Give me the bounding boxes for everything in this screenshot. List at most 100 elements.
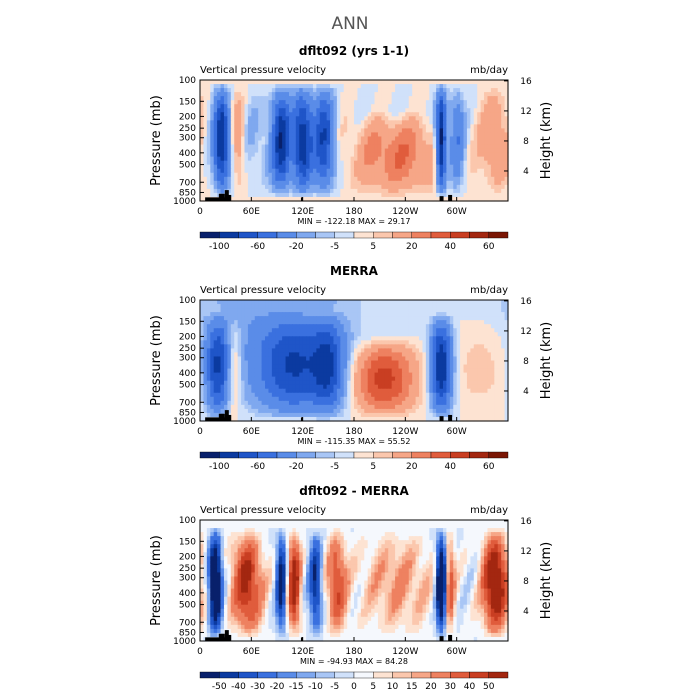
field-cell	[227, 324, 232, 329]
field-cell	[477, 320, 482, 325]
field-cell	[312, 128, 317, 134]
field-cell	[213, 108, 218, 113]
field-cell	[357, 92, 362, 97]
field-cell	[234, 360, 239, 366]
field-cell	[360, 312, 365, 317]
field-cell	[326, 372, 331, 378]
field-cell	[285, 112, 290, 117]
field-cell	[237, 360, 242, 366]
field-cell	[473, 192, 478, 198]
field-cell	[254, 152, 259, 158]
field-cell	[419, 172, 424, 178]
field-cell	[220, 356, 225, 362]
field-cell	[340, 84, 345, 89]
field-cell	[412, 196, 417, 202]
field-cell	[227, 128, 232, 134]
field-cell	[391, 376, 396, 382]
field-cell	[220, 84, 225, 89]
field-cell	[350, 308, 355, 313]
field-cell	[354, 80, 359, 85]
field-cell	[285, 116, 290, 121]
field-cell	[258, 304, 263, 309]
field-cell	[504, 376, 509, 382]
field-cell	[213, 368, 218, 374]
field-cell	[504, 148, 509, 154]
field-cell	[213, 324, 218, 329]
field-cell	[460, 112, 465, 117]
field-cell	[484, 304, 489, 309]
field-cell	[251, 396, 256, 402]
field-cell	[230, 304, 235, 309]
field-cell	[210, 308, 215, 313]
field-cell	[275, 344, 280, 349]
field-cell	[237, 88, 242, 93]
field-cell	[234, 392, 239, 398]
field-cell	[319, 196, 324, 202]
field-cell	[244, 396, 249, 402]
field-cell	[261, 348, 266, 354]
field-cell	[217, 324, 222, 329]
field-cell	[285, 188, 290, 194]
field-cell	[213, 128, 218, 134]
field-cell	[258, 196, 263, 202]
field-cell	[384, 348, 389, 354]
field-cell	[316, 84, 321, 89]
field-cell	[371, 144, 376, 150]
field-cell	[299, 80, 304, 85]
field-cell	[425, 144, 430, 150]
field-cell	[340, 152, 345, 158]
field-cell	[210, 104, 215, 109]
field-cell	[449, 344, 454, 349]
field-cell	[484, 372, 489, 378]
field-cell	[254, 116, 259, 121]
field-cell	[241, 112, 246, 117]
field-cell	[412, 100, 417, 105]
field-cell	[241, 152, 246, 158]
field-cell	[412, 304, 417, 309]
field-cell	[425, 180, 430, 186]
field-cell	[234, 100, 239, 105]
field-cell	[494, 164, 499, 170]
field-cell	[367, 96, 372, 101]
field-cell	[200, 196, 205, 202]
field-cell	[350, 92, 355, 97]
field-cell	[460, 308, 465, 313]
field-cell	[330, 196, 335, 202]
field-cell	[336, 80, 341, 85]
field-cell	[357, 160, 362, 166]
field-cell	[275, 140, 280, 146]
field-cell	[429, 116, 434, 121]
field-cell	[261, 304, 266, 309]
field-cell	[371, 392, 376, 398]
field-cell	[367, 112, 372, 117]
field-cell	[395, 388, 400, 394]
field-cell	[377, 88, 382, 93]
field-cell	[377, 376, 382, 382]
field-cell	[490, 192, 495, 198]
field-cell	[504, 128, 509, 134]
field-cell	[484, 92, 489, 97]
field-cell	[217, 388, 222, 394]
field-cell	[206, 120, 211, 125]
field-cell	[477, 304, 482, 309]
field-cell	[354, 344, 359, 349]
field-cell	[254, 176, 259, 182]
field-cell	[343, 320, 348, 325]
field-cell	[271, 340, 276, 345]
field-cell	[422, 112, 427, 117]
field-cell	[237, 136, 242, 142]
field-cell	[367, 324, 372, 329]
field-cell	[371, 136, 376, 142]
field-cell	[374, 184, 379, 190]
field-cell	[217, 328, 222, 333]
field-cell	[227, 372, 232, 378]
field-cell	[251, 168, 256, 174]
field-cell	[388, 88, 393, 93]
field-cell	[326, 168, 331, 174]
field-cell	[312, 188, 317, 194]
field-cell	[490, 392, 495, 398]
field-cell	[319, 336, 324, 341]
field-cell	[237, 160, 242, 166]
field-cell	[419, 124, 424, 129]
field-cell	[405, 192, 410, 198]
